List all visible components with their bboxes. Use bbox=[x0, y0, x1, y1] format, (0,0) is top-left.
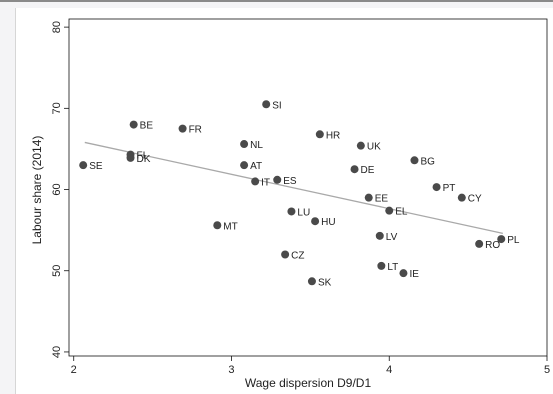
data-point-lv bbox=[375, 231, 384, 240]
data-point-hr bbox=[315, 130, 324, 139]
point-label-be: BE bbox=[140, 121, 154, 132]
data-point-lt bbox=[377, 261, 386, 270]
point-label-si: SI bbox=[272, 100, 281, 111]
data-point-se bbox=[79, 161, 88, 170]
data-point-cy bbox=[457, 193, 466, 202]
point-label-uk: UK bbox=[367, 142, 381, 153]
point-label-cy: CY bbox=[468, 194, 482, 205]
data-point-uk bbox=[356, 141, 365, 150]
x-axis-title: Wage dispersion D9/D1 bbox=[245, 376, 372, 390]
data-point-hu bbox=[311, 217, 320, 226]
data-point-nl bbox=[240, 140, 249, 149]
point-label-el: EL bbox=[395, 207, 408, 218]
data-point-el bbox=[385, 206, 394, 215]
y-tick-label: 40 bbox=[51, 346, 63, 358]
y-axis-title: Labour share (2014) bbox=[30, 136, 44, 245]
data-point-ee bbox=[364, 193, 373, 202]
data-point-ro bbox=[475, 239, 484, 248]
data-point-pt bbox=[432, 183, 441, 192]
point-label-se: SE bbox=[89, 161, 103, 172]
data-point-sk bbox=[307, 277, 316, 286]
point-label-cz: CZ bbox=[291, 250, 304, 261]
data-point-it bbox=[251, 177, 260, 186]
point-label-hu: HU bbox=[321, 217, 335, 228]
point-label-lt: LT bbox=[387, 262, 398, 273]
point-label-dk: DK bbox=[137, 154, 151, 165]
point-label-fr: FR bbox=[189, 125, 202, 136]
data-point-at bbox=[240, 161, 249, 170]
data-point-si bbox=[262, 100, 271, 109]
fit-line bbox=[84, 141, 503, 235]
data-point-mt bbox=[213, 221, 222, 230]
x-tick-label: 3 bbox=[228, 364, 234, 376]
point-label-ee: EE bbox=[375, 194, 389, 205]
top-rule bbox=[0, 0, 553, 2]
data-point-ie bbox=[399, 269, 408, 278]
point-label-ie: IE bbox=[409, 269, 419, 280]
x-tick-label: 2 bbox=[71, 364, 77, 376]
point-label-nl: NL bbox=[250, 140, 263, 151]
y-tick-label: 60 bbox=[51, 183, 63, 195]
point-label-mt: MT bbox=[223, 221, 237, 232]
point-label-sk: SK bbox=[318, 277, 332, 288]
point-label-pl: PL bbox=[507, 235, 520, 246]
point-label-ro: RO bbox=[485, 240, 500, 251]
x-tick-label: 4 bbox=[386, 364, 392, 376]
data-point-be bbox=[129, 120, 138, 129]
data-point-de bbox=[350, 165, 359, 174]
figure-left-border bbox=[15, 8, 16, 394]
point-label-bg: BG bbox=[420, 156, 435, 167]
data-point-lu bbox=[287, 207, 296, 216]
plot-area bbox=[68, 18, 548, 357]
x-tick-label: 5 bbox=[544, 364, 550, 376]
point-label-de: DE bbox=[361, 165, 375, 176]
point-label-at: AT bbox=[250, 161, 262, 172]
y-tick-label: 80 bbox=[51, 21, 63, 33]
point-label-lv: LV bbox=[386, 232, 398, 243]
point-label-it: IT bbox=[261, 177, 270, 188]
data-point-es bbox=[273, 175, 282, 184]
point-label-es: ES bbox=[283, 176, 297, 187]
data-point-fr bbox=[178, 124, 187, 133]
data-point-pl bbox=[497, 235, 506, 244]
y-tick-label: 70 bbox=[51, 102, 63, 114]
point-label-lu: LU bbox=[297, 207, 310, 218]
point-label-pt: PT bbox=[443, 183, 456, 194]
point-label-fi: FI bbox=[137, 151, 146, 162]
data-point-dk bbox=[126, 153, 135, 162]
data-point-bg bbox=[410, 156, 419, 165]
point-label-hr: HR bbox=[326, 130, 340, 141]
y-tick-label: 50 bbox=[51, 265, 63, 277]
data-point-cz bbox=[281, 250, 290, 259]
